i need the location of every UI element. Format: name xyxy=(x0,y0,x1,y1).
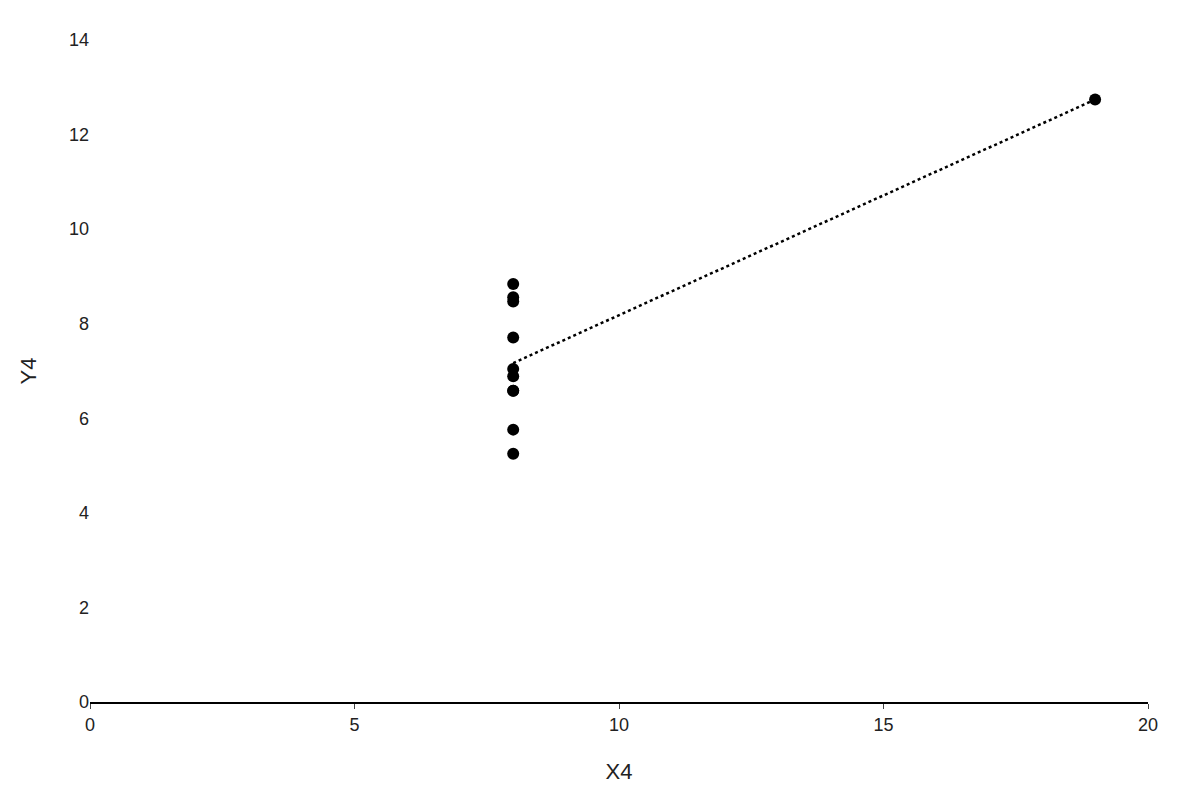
svg-text:15: 15 xyxy=(873,715,893,735)
svg-text:5: 5 xyxy=(349,715,359,735)
svg-text:2: 2 xyxy=(79,598,89,618)
svg-text:Y4: Y4 xyxy=(16,358,41,385)
svg-text:14: 14 xyxy=(69,30,89,50)
svg-text:6: 6 xyxy=(79,409,89,429)
svg-text:10: 10 xyxy=(69,219,89,239)
svg-text:4: 4 xyxy=(79,503,89,523)
svg-text:8: 8 xyxy=(79,314,89,334)
svg-text:10: 10 xyxy=(609,715,629,735)
svg-text:X4: X4 xyxy=(606,759,633,784)
svg-text:0: 0 xyxy=(79,692,89,712)
svg-text:12: 12 xyxy=(69,125,89,145)
svg-text:20: 20 xyxy=(1138,715,1158,735)
svg-text:0: 0 xyxy=(85,715,95,735)
